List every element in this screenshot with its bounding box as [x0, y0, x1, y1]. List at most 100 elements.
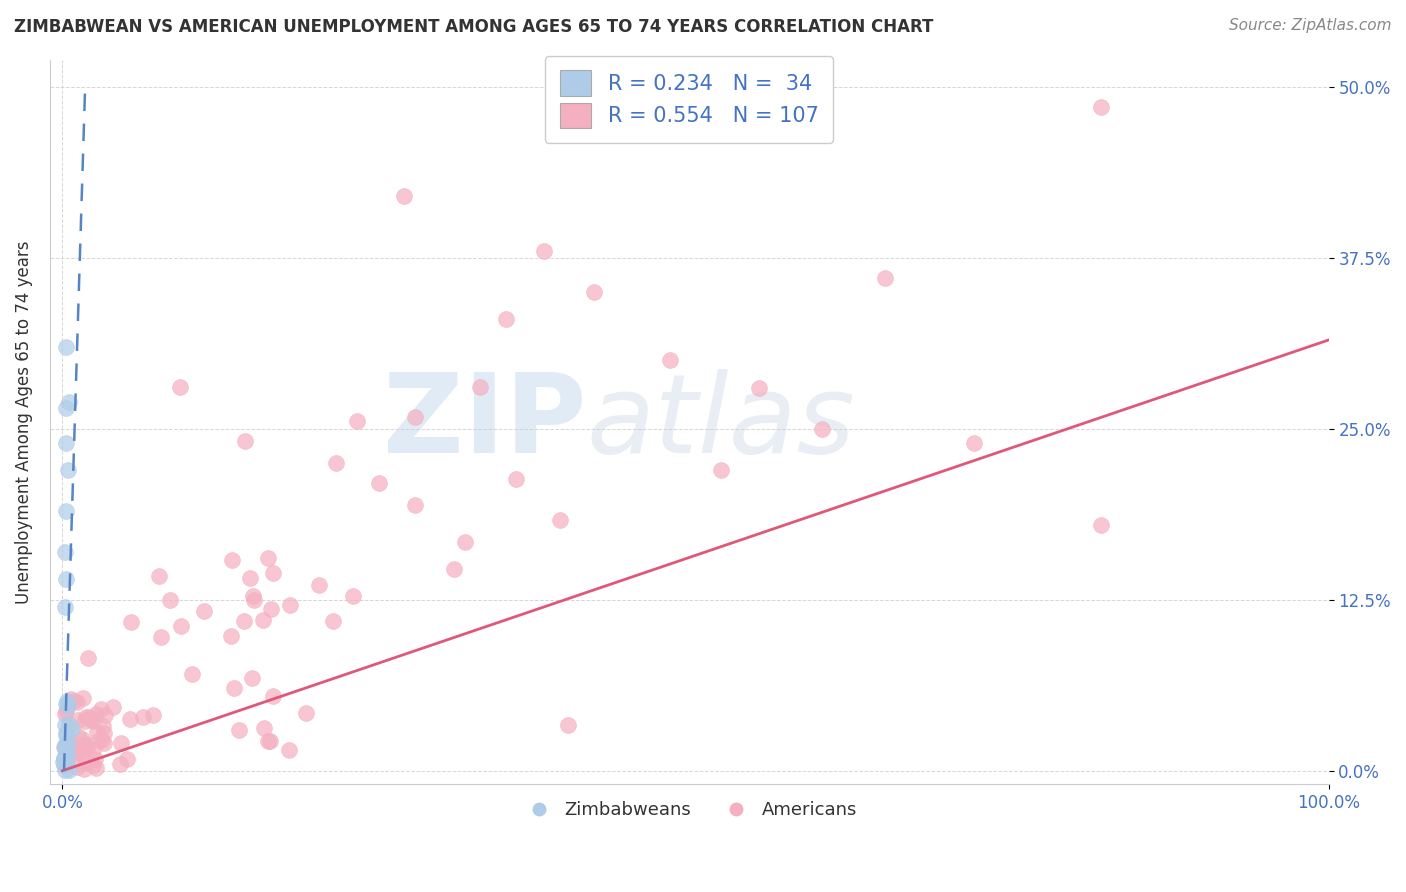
Point [53, 739, 76, 754]
Point [58, 717, 80, 731]
Point [55, 340, 77, 354]
Point [394, 189, 416, 203]
Point [170, 619, 193, 633]
Y-axis label: Unemployment Among Ages 65 to 74 years: Unemployment Among Ages 65 to 74 years [15, 240, 32, 604]
Point [262, 566, 284, 580]
Point [1090, 517, 1112, 532]
Point [53, 718, 76, 732]
Point [257, 550, 280, 565]
Point [278, 598, 301, 612]
Point [56, 747, 79, 762]
Point [66, 695, 89, 709]
Point [60, 722, 83, 736]
Point [82, 714, 104, 729]
Point [55, 739, 77, 754]
Point [132, 710, 155, 724]
Point [468, 380, 491, 394]
Point [257, 734, 280, 748]
Point [55, 756, 77, 771]
Point [77, 710, 100, 724]
Point [53, 757, 76, 772]
Point [53, 752, 76, 766]
Point [342, 589, 364, 603]
Point [243, 593, 266, 607]
Point [404, 498, 426, 512]
Point [79, 712, 101, 726]
Point [73, 756, 96, 771]
Point [120, 615, 142, 629]
Point [60, 692, 83, 706]
Text: Source: ZipAtlas.com: Source: ZipAtlas.com [1229, 18, 1392, 33]
Point [346, 414, 368, 428]
Point [55, 704, 77, 718]
Point [557, 717, 579, 731]
Text: ZIMBABWEAN VS AMERICAN UNEMPLOYMENT AMONG AGES 65 TO 74 YEARS CORRELATION CHART: ZIMBABWEAN VS AMERICAN UNEMPLOYMENT AMON… [14, 18, 934, 36]
Point [53, 750, 76, 764]
Point [443, 561, 465, 575]
Point [308, 578, 330, 592]
Point [60, 746, 83, 760]
Point [495, 312, 517, 326]
Point [93, 736, 115, 750]
Point [56, 694, 79, 708]
Point [240, 671, 263, 685]
Point [219, 629, 242, 643]
Point [193, 604, 215, 618]
Point [148, 568, 170, 582]
Point [90, 702, 112, 716]
Point [58, 737, 80, 751]
Point [548, 513, 571, 527]
Point [55, 697, 77, 711]
Point [73, 714, 96, 729]
Point [811, 422, 834, 436]
Point [70, 732, 93, 747]
Point [875, 271, 897, 285]
Point [55, 401, 77, 416]
Point [118, 712, 141, 726]
Point [55, 504, 77, 518]
Point [55, 749, 77, 764]
Point [142, 707, 165, 722]
Point [62, 694, 84, 708]
Point [82, 743, 104, 757]
Text: atlas: atlas [586, 368, 855, 475]
Point [58, 737, 80, 751]
Point [55, 756, 77, 771]
Point [533, 244, 555, 258]
Point [278, 743, 301, 757]
Point [262, 689, 284, 703]
Point [91, 732, 114, 747]
Point [53, 599, 76, 614]
Point [55, 728, 77, 742]
Point [963, 435, 986, 450]
Point [110, 736, 132, 750]
Point [84, 760, 107, 774]
Point [239, 571, 262, 585]
Text: ZIP: ZIP [384, 368, 586, 475]
Point [53, 741, 76, 756]
Point [235, 434, 257, 448]
Point [748, 381, 770, 395]
Point [84, 752, 107, 766]
Point [82, 758, 104, 772]
Point [53, 706, 76, 721]
Point [453, 534, 475, 549]
Point [242, 589, 264, 603]
Point [93, 726, 115, 740]
Point [659, 353, 682, 368]
Point [58, 764, 80, 778]
Point [169, 380, 191, 394]
Point [52, 755, 75, 769]
Point [150, 630, 173, 644]
Point [55, 763, 77, 777]
Point [181, 666, 204, 681]
Point [67, 743, 90, 757]
Point [55, 725, 77, 739]
Point [583, 285, 606, 299]
Point [66, 729, 89, 743]
Point [53, 739, 76, 753]
Point [260, 601, 283, 615]
Point [75, 709, 97, 723]
Point [101, 699, 124, 714]
Point [69, 746, 91, 760]
